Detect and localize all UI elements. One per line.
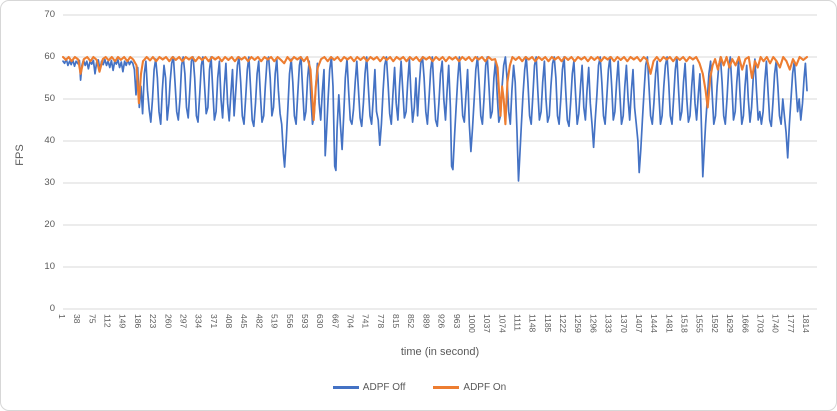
x-tick-label: 186 xyxy=(132,314,143,329)
x-tick-label: 1481 xyxy=(664,314,675,333)
x-tick-label: 1555 xyxy=(694,314,705,333)
x-tick-label: 815 xyxy=(391,314,402,329)
x-tick-label: 1592 xyxy=(709,314,720,333)
x-tick-label: 852 xyxy=(406,314,417,329)
x-tick-label: 593 xyxy=(299,314,310,329)
x-tick-label: 1185 xyxy=(542,314,553,333)
y-tick-label: 60 xyxy=(44,51,55,62)
legend: ADPF Off ADPF On xyxy=(1,382,836,393)
adpf-off-line-swatch xyxy=(332,386,359,389)
legend-item-adpf-on: ADPF On xyxy=(433,382,506,393)
x-tick-label: 1333 xyxy=(603,314,614,333)
x-tick-label: 1074 xyxy=(497,314,508,333)
x-tick-label: 149 xyxy=(117,314,128,329)
x-tick-label: 260 xyxy=(163,314,174,329)
x-tick-label: 926 xyxy=(436,314,447,329)
x-tick-label: 223 xyxy=(148,314,159,329)
x-tick-label: 778 xyxy=(375,314,386,329)
x-tick-label: 1814 xyxy=(801,314,811,333)
x-tick-label: 1407 xyxy=(633,314,644,333)
x-tick-label: 1518 xyxy=(679,314,690,333)
x-tick-label: 1 xyxy=(57,314,67,319)
x-tick-label: 297 xyxy=(178,314,189,329)
x-tick-label: 1444 xyxy=(649,314,660,333)
adpf-on-line-swatch xyxy=(433,386,460,389)
x-tick-label: 741 xyxy=(360,314,371,329)
x-tick-label: 519 xyxy=(269,314,280,329)
y-tick-label: 10 xyxy=(44,261,55,272)
x-tick-label: 704 xyxy=(345,314,356,329)
series-line-adpf-off xyxy=(62,56,808,182)
x-tick-label: 667 xyxy=(330,314,341,329)
legend-label-adpf-off: ADPF Off xyxy=(362,382,406,393)
y-tick-label: 70 xyxy=(44,9,55,20)
x-axis-title: time (in second) xyxy=(400,346,480,358)
x-tick-label: 1148 xyxy=(527,314,538,333)
x-tick-label: 1777 xyxy=(785,314,796,333)
x-tick-label: 1629 xyxy=(725,314,736,333)
x-tick-label: 38 xyxy=(72,314,83,324)
x-tick-label: 75 xyxy=(87,314,98,324)
x-tick-label: 889 xyxy=(421,314,432,329)
x-tick-label: 445 xyxy=(239,314,250,329)
x-tick-label: 1703 xyxy=(755,314,766,333)
y-tick-label: 40 xyxy=(44,135,55,146)
x-tick-label: 1666 xyxy=(740,314,751,333)
x-tick-label: 1111 xyxy=(512,314,523,332)
x-tick-label: 1037 xyxy=(482,314,493,333)
x-tick-label: 1370 xyxy=(618,314,629,333)
y-tick-label: 20 xyxy=(44,219,55,230)
x-tick-label: 1000 xyxy=(466,314,477,333)
y-tick-label: 30 xyxy=(44,177,55,188)
x-tick-label: 408 xyxy=(224,314,235,329)
x-tick-label: 963 xyxy=(451,314,462,329)
x-tick-label: 371 xyxy=(208,314,219,329)
x-tick-label: 1222 xyxy=(558,314,569,333)
x-tick-label: 556 xyxy=(284,314,295,329)
y-tick-label: 0 xyxy=(49,303,55,314)
x-tick-label: 630 xyxy=(315,314,326,329)
legend-label-adpf-on: ADPF On xyxy=(463,382,507,393)
x-tick-label: 1259 xyxy=(573,314,584,333)
x-tick-label: 1296 xyxy=(588,314,599,333)
legend-item-adpf-off: ADPF Off xyxy=(332,382,406,393)
x-tick-label: 1740 xyxy=(770,314,781,333)
x-tick-label: 482 xyxy=(254,314,265,329)
y-tick-label: 50 xyxy=(44,93,55,104)
series-line-adpf-on xyxy=(61,55,809,126)
x-tick-label: 112 xyxy=(102,314,113,328)
x-tick-label: 334 xyxy=(193,314,204,329)
